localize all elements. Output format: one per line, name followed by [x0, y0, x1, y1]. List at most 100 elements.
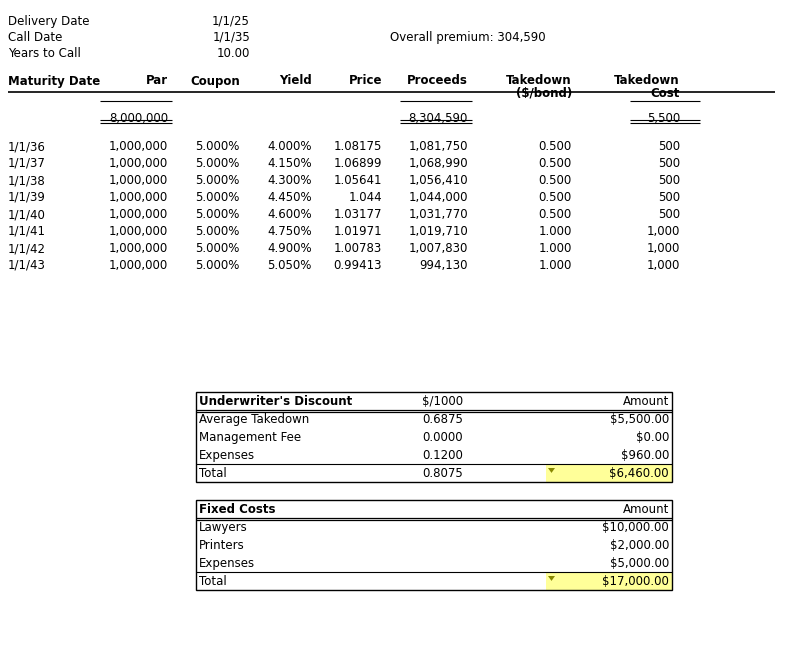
Text: 500: 500 — [658, 208, 680, 221]
Text: 4.600%: 4.600% — [267, 208, 312, 221]
Text: 1,007,830: 1,007,830 — [409, 242, 468, 255]
Text: Takedown: Takedown — [507, 74, 572, 87]
Text: Takedown: Takedown — [615, 74, 680, 87]
Text: 8,304,590: 8,304,590 — [409, 112, 468, 125]
Text: 10.00: 10.00 — [217, 47, 250, 60]
Text: 1/1/37: 1/1/37 — [8, 157, 46, 170]
Text: 500: 500 — [658, 140, 680, 153]
Text: 4.750%: 4.750% — [267, 225, 312, 238]
Text: 5.000%: 5.000% — [196, 157, 240, 170]
Text: 1,000: 1,000 — [647, 242, 680, 255]
Text: 0.500: 0.500 — [539, 174, 572, 187]
Text: 1/1/36: 1/1/36 — [8, 140, 46, 153]
Text: 1.044: 1.044 — [349, 191, 382, 204]
Text: 1.01971: 1.01971 — [334, 225, 382, 238]
Text: 1.05641: 1.05641 — [334, 174, 382, 187]
Text: 1,019,710: 1,019,710 — [408, 225, 468, 238]
Text: 0.0000: 0.0000 — [422, 431, 463, 444]
Text: Coupon: Coupon — [190, 74, 240, 88]
Text: 1.000: 1.000 — [539, 242, 572, 255]
Text: 1,000: 1,000 — [647, 259, 680, 272]
Text: Proceeds: Proceeds — [407, 74, 468, 88]
Text: 500: 500 — [658, 174, 680, 187]
Text: 994,130: 994,130 — [420, 259, 468, 272]
Text: 4.450%: 4.450% — [267, 191, 312, 204]
Text: $17,000.00: $17,000.00 — [602, 575, 669, 588]
Text: 5,500: 5,500 — [647, 112, 680, 125]
Text: 1,000,000: 1,000,000 — [109, 140, 168, 153]
Text: ($/bond): ($/bond) — [516, 87, 572, 100]
Text: $960.00: $960.00 — [621, 449, 669, 462]
Bar — [546, 572, 672, 590]
Text: 4.900%: 4.900% — [267, 242, 312, 255]
Text: $/1000: $/1000 — [422, 395, 463, 408]
Text: 4.000%: 4.000% — [267, 140, 312, 153]
Text: 0.500: 0.500 — [539, 157, 572, 170]
Text: 1/1/43: 1/1/43 — [8, 259, 46, 272]
Text: Total: Total — [199, 575, 226, 588]
Text: 1,000,000: 1,000,000 — [109, 242, 168, 255]
Text: 1/1/39: 1/1/39 — [8, 191, 46, 204]
Text: 5.000%: 5.000% — [196, 174, 240, 187]
Text: 1,000: 1,000 — [647, 225, 680, 238]
Text: 1/1/41: 1/1/41 — [8, 225, 46, 238]
Text: 0.99413: 0.99413 — [334, 259, 382, 272]
Text: Amount: Amount — [623, 395, 669, 408]
Polygon shape — [548, 576, 555, 581]
Text: Cost: Cost — [651, 87, 680, 100]
Text: 5.000%: 5.000% — [196, 242, 240, 255]
Text: 1,000,000: 1,000,000 — [109, 174, 168, 187]
Text: Price: Price — [349, 74, 382, 88]
Text: 0.1200: 0.1200 — [422, 449, 463, 462]
Text: 1.000: 1.000 — [539, 259, 572, 272]
Bar — [196, 500, 672, 590]
Text: 1.000: 1.000 — [539, 225, 572, 238]
Text: Printers: Printers — [199, 539, 245, 552]
Text: 5.000%: 5.000% — [196, 191, 240, 204]
Text: 1,000,000: 1,000,000 — [109, 191, 168, 204]
Text: 4.150%: 4.150% — [267, 157, 312, 170]
Text: $5,000.00: $5,000.00 — [610, 557, 669, 570]
Text: $0.00: $0.00 — [636, 431, 669, 444]
Text: 1,000,000: 1,000,000 — [109, 208, 168, 221]
Text: $2,000.00: $2,000.00 — [610, 539, 669, 552]
Text: 1/1/38: 1/1/38 — [8, 174, 46, 187]
Text: 1.03177: 1.03177 — [334, 208, 382, 221]
Text: 1,068,990: 1,068,990 — [409, 157, 468, 170]
Text: 1.00783: 1.00783 — [334, 242, 382, 255]
Text: 0.500: 0.500 — [539, 140, 572, 153]
Text: Total: Total — [199, 467, 226, 480]
Text: Overall premium: 304,590: Overall premium: 304,590 — [390, 31, 546, 44]
Text: $5,500.00: $5,500.00 — [610, 413, 669, 426]
Text: 500: 500 — [658, 191, 680, 204]
Text: Underwriter's Discount: Underwriter's Discount — [199, 395, 352, 408]
Text: 5.000%: 5.000% — [196, 140, 240, 153]
Text: 0.500: 0.500 — [539, 208, 572, 221]
Text: Lawyers: Lawyers — [199, 521, 248, 534]
Text: Fixed Costs: Fixed Costs — [199, 503, 275, 516]
Text: 1,056,410: 1,056,410 — [409, 174, 468, 187]
Text: 0.8075: 0.8075 — [422, 467, 463, 480]
Text: 1.08175: 1.08175 — [334, 140, 382, 153]
Text: 1.06899: 1.06899 — [334, 157, 382, 170]
Text: Delivery Date: Delivery Date — [8, 15, 89, 28]
Text: $6,460.00: $6,460.00 — [609, 467, 669, 480]
Text: 8,000,000: 8,000,000 — [109, 112, 168, 125]
Text: 1,081,750: 1,081,750 — [409, 140, 468, 153]
Polygon shape — [548, 468, 555, 473]
Text: Management Fee: Management Fee — [199, 431, 301, 444]
Text: 1,000,000: 1,000,000 — [109, 225, 168, 238]
Text: Expenses: Expenses — [199, 449, 255, 462]
Text: 5.050%: 5.050% — [267, 259, 312, 272]
Bar — [196, 392, 672, 482]
Bar — [196, 500, 672, 518]
Text: 4.300%: 4.300% — [267, 174, 312, 187]
Text: 0.6875: 0.6875 — [422, 413, 463, 426]
Text: 1/1/42: 1/1/42 — [8, 242, 46, 255]
Text: 1,044,000: 1,044,000 — [409, 191, 468, 204]
Text: Maturity Date: Maturity Date — [8, 74, 100, 88]
Text: 1/1/40: 1/1/40 — [8, 208, 46, 221]
Text: Call Date: Call Date — [8, 31, 62, 44]
Bar — [196, 392, 672, 410]
Text: Expenses: Expenses — [199, 557, 255, 570]
